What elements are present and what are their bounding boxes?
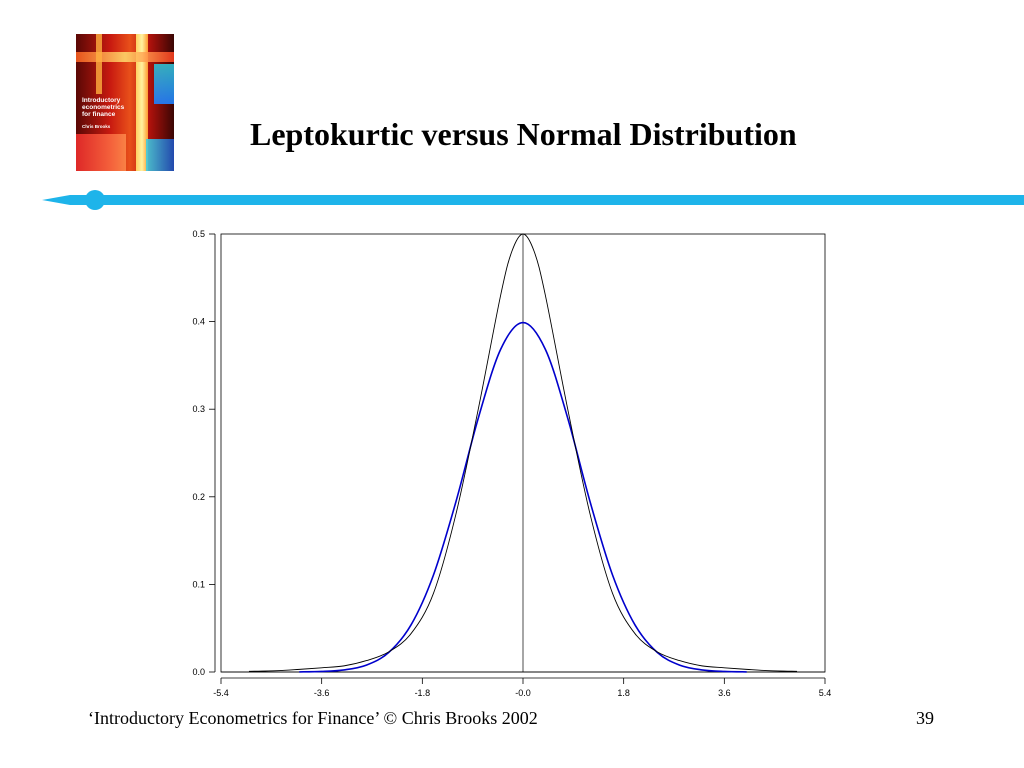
chart-series (248, 233, 798, 673)
title-rule-arrow (42, 195, 1024, 205)
y-tick-label: 0.3 (192, 404, 205, 414)
x-tick-label: 1.8 (617, 688, 630, 698)
title-rule (42, 190, 1024, 210)
title-rule-dot (85, 190, 105, 210)
book-cover-title-line: for finance (82, 111, 116, 118)
slide-title: Leptokurtic versus Normal Distribution (250, 116, 797, 152)
slide-footer: ‘Introductory Econometrics for Finance’ … (88, 708, 538, 728)
x-tick-label: -1.8 (415, 688, 431, 698)
x-tick-label: -5.4 (213, 688, 229, 698)
y-tick-label: 0.2 (192, 492, 205, 502)
chart-axes: 0.0 0.1 0.2 0.3 0.4 0.5 -5.4 -3.6 -1.8 -0.0 1.8 3.6… (192, 229, 831, 698)
y-tick-label: 0.1 (192, 579, 205, 589)
y-tick-label: 0.4 (192, 317, 205, 327)
distribution-chart: 0.0 0.1 0.2 0.3 0.4 0.5 -5.4 -3.6 -1.8 -0.0 1.8 3.6… (192, 229, 831, 698)
book-cover-author: Chris Brooks (82, 124, 111, 129)
y-tick-label: 0.0 (192, 667, 205, 677)
book-cover-image: Introductory econometrics for finance Ch… (76, 34, 174, 171)
book-cover-title: Introductory econometrics for finance (82, 97, 170, 118)
x-tick-label: -0.0 (515, 688, 531, 698)
page-number: 39 (916, 708, 934, 728)
normal-distribution-line (299, 321, 747, 673)
book-cover-title-line: econometrics (82, 104, 125, 111)
leptokurtic-distribution-line (248, 233, 798, 672)
x-tick-label: -3.6 (314, 688, 330, 698)
y-tick-label: 0.5 (192, 229, 205, 239)
x-tick-label: 5.4 (819, 688, 832, 698)
book-cover-title-line: Introductory (82, 97, 121, 104)
x-tick-label: 3.6 (718, 688, 731, 698)
